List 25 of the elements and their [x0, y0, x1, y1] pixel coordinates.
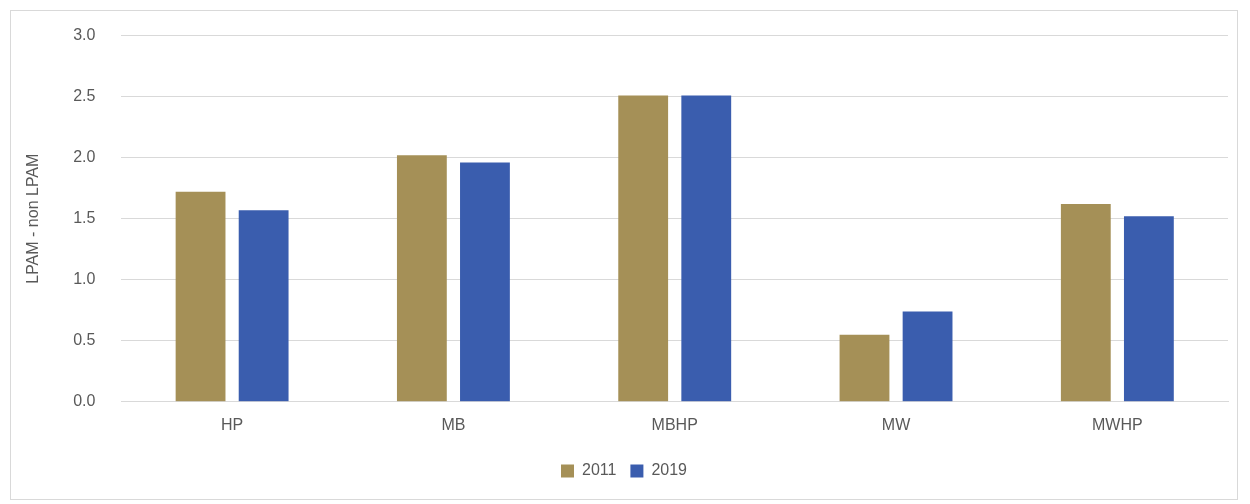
y-axis-title: LPAM - non LPAM	[24, 153, 42, 284]
y-tick-label: 2.5	[73, 87, 96, 105]
y-tick-label: 0.0	[73, 392, 96, 410]
legend-label: 2019	[651, 461, 688, 479]
bar	[681, 95, 732, 402]
bar	[618, 95, 669, 402]
x-tick-label: MWHP	[1092, 415, 1143, 433]
y-tick-label: 1.5	[73, 209, 96, 227]
bar	[1060, 204, 1111, 402]
bar	[1123, 216, 1174, 402]
legend-label: 2011	[582, 461, 617, 479]
bar	[175, 191, 226, 402]
x-tick-label: MW	[881, 415, 912, 433]
y-tick-label: 0.5	[73, 331, 96, 349]
y-tick-label: 1.0	[73, 270, 96, 288]
bar	[839, 334, 890, 402]
x-tick-label: MB	[441, 415, 466, 433]
bar	[460, 162, 510, 402]
bar	[902, 311, 953, 402]
y-tick-label: 3.0	[73, 26, 96, 44]
x-tick-label: HP	[220, 415, 244, 433]
x-tick-label: MBHP	[651, 415, 698, 433]
bar	[238, 210, 289, 402]
y-tick-label: 2.0	[73, 148, 96, 166]
bar	[396, 155, 447, 402]
